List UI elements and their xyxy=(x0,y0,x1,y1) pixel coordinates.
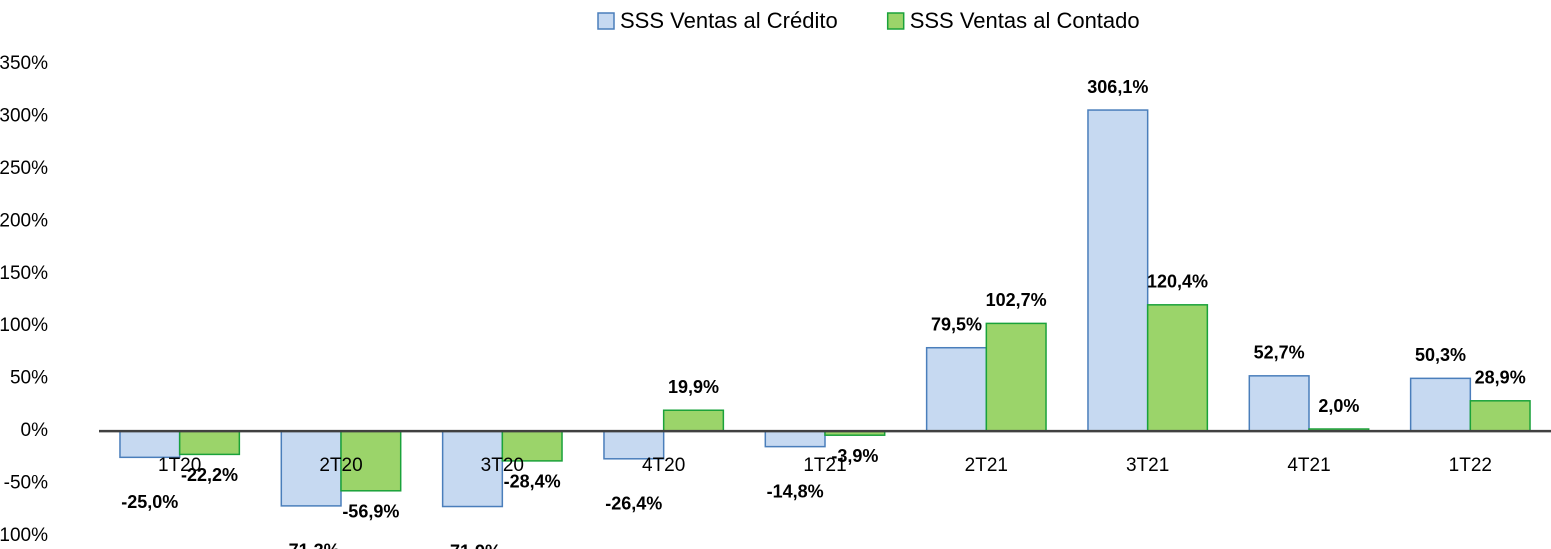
y-tick-label: 300% xyxy=(0,105,48,126)
value-label: 50,3% xyxy=(1415,345,1466,365)
bar xyxy=(662,409,725,432)
x-tick-label: 1T22 xyxy=(1449,455,1492,476)
x-tick-label: 3T21 xyxy=(1126,455,1169,476)
value-label: 52,7% xyxy=(1254,343,1305,363)
bar xyxy=(985,322,1047,432)
y-tick-label: 50% xyxy=(10,368,48,389)
value-label: 28,9% xyxy=(1475,368,1526,388)
bar xyxy=(1469,400,1531,432)
value-label: -26,4% xyxy=(605,494,662,514)
bar xyxy=(178,430,241,456)
bar xyxy=(1248,375,1310,432)
y-tick-label: 200% xyxy=(0,210,48,231)
y-tick-label: 0% xyxy=(21,420,49,441)
value-label: 102,7% xyxy=(986,290,1047,310)
y-tick-label: 150% xyxy=(0,263,48,284)
x-tick-label: 2T21 xyxy=(965,455,1008,476)
bar xyxy=(925,346,988,432)
value-label: -28,4% xyxy=(504,472,561,492)
legend-label: SSS Ventas al Contado xyxy=(910,8,1140,33)
value-label: -71,9% xyxy=(444,541,501,549)
y-tick-label: -100% xyxy=(0,525,48,546)
value-label: -25,0% xyxy=(121,492,178,512)
y-tick-label: 100% xyxy=(0,315,48,336)
bar xyxy=(1087,109,1149,432)
bar xyxy=(764,430,826,448)
x-tick-label: 2T20 xyxy=(319,455,362,476)
x-tick-label: 4T20 xyxy=(642,455,685,476)
value-label: -22,2% xyxy=(181,465,238,485)
value-label: -3,9% xyxy=(831,446,878,466)
bar xyxy=(501,430,563,462)
x-tick-label: 4T21 xyxy=(1287,455,1330,476)
value-label: 2,0% xyxy=(1318,396,1359,416)
y-tick-label: -50% xyxy=(4,473,48,494)
value-label: 19,9% xyxy=(668,377,719,397)
x-tick-label: 1T20 xyxy=(158,455,201,476)
value-label: -71,3% xyxy=(283,541,340,549)
value-label: 79,5% xyxy=(931,314,982,334)
bar xyxy=(1409,377,1472,432)
value-label: -56,9% xyxy=(342,502,399,522)
bar xyxy=(119,430,181,459)
legend-label: SSS Ventas al Crédito xyxy=(620,8,838,33)
bar xyxy=(340,430,402,492)
value-label: 120,4% xyxy=(1147,272,1208,292)
value-label: 306,1% xyxy=(1087,77,1148,97)
legend-swatch xyxy=(886,12,905,30)
bar xyxy=(441,430,504,508)
y-tick-label: 250% xyxy=(0,158,48,179)
x-tick-label: 1T21 xyxy=(803,455,846,476)
x-tick-label: 3T20 xyxy=(481,455,524,476)
y-tick-label: 350% xyxy=(0,53,48,74)
value-label: -14,8% xyxy=(767,481,824,501)
legend-swatch xyxy=(597,12,615,30)
bar xyxy=(1146,304,1209,432)
